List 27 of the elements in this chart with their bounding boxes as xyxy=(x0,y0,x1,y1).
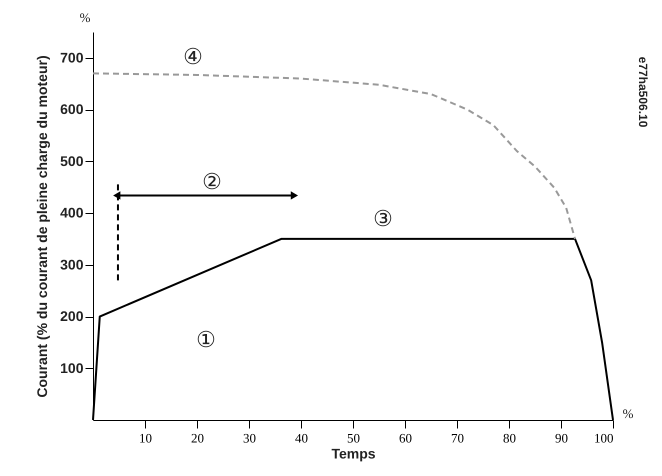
text: % xyxy=(80,10,91,25)
x-tick-label: 60 xyxy=(399,430,412,446)
text: e77ha506.10 xyxy=(636,56,650,128)
x-tick-label: 80 xyxy=(503,430,516,446)
x-tick-label: 30 xyxy=(243,430,256,446)
y-tick-label: 100 xyxy=(60,360,84,376)
y-tick-label: 500 xyxy=(60,152,84,169)
x-tick-label: 40 xyxy=(295,430,308,446)
line-series xyxy=(92,72,576,240)
x-tick-label: 10 xyxy=(139,430,152,446)
annotation: ① xyxy=(196,328,216,353)
y-tick-label: 300 xyxy=(60,256,84,272)
y-tick-label: 200 xyxy=(60,308,84,324)
annotation: ④ xyxy=(183,45,203,70)
y-axis-title: Courant (% du courant de pleine charge du moteur) xyxy=(34,55,50,398)
y-tick-label: 400 xyxy=(60,204,84,221)
x-axis-title: Temps xyxy=(331,446,376,462)
annotation: ② xyxy=(202,170,222,195)
x-tick-label: 100 xyxy=(594,430,614,446)
y-tick-label: 700 xyxy=(60,49,84,66)
x-tick-label: 90 xyxy=(555,430,568,446)
text: % xyxy=(622,406,634,421)
x-tick-label: 50 xyxy=(347,430,360,446)
y-tick-label: 600 xyxy=(60,101,84,118)
annotation: ③ xyxy=(373,207,393,232)
x-tick-label: 70 xyxy=(451,430,464,446)
x-tick-label: 20 xyxy=(191,430,204,446)
